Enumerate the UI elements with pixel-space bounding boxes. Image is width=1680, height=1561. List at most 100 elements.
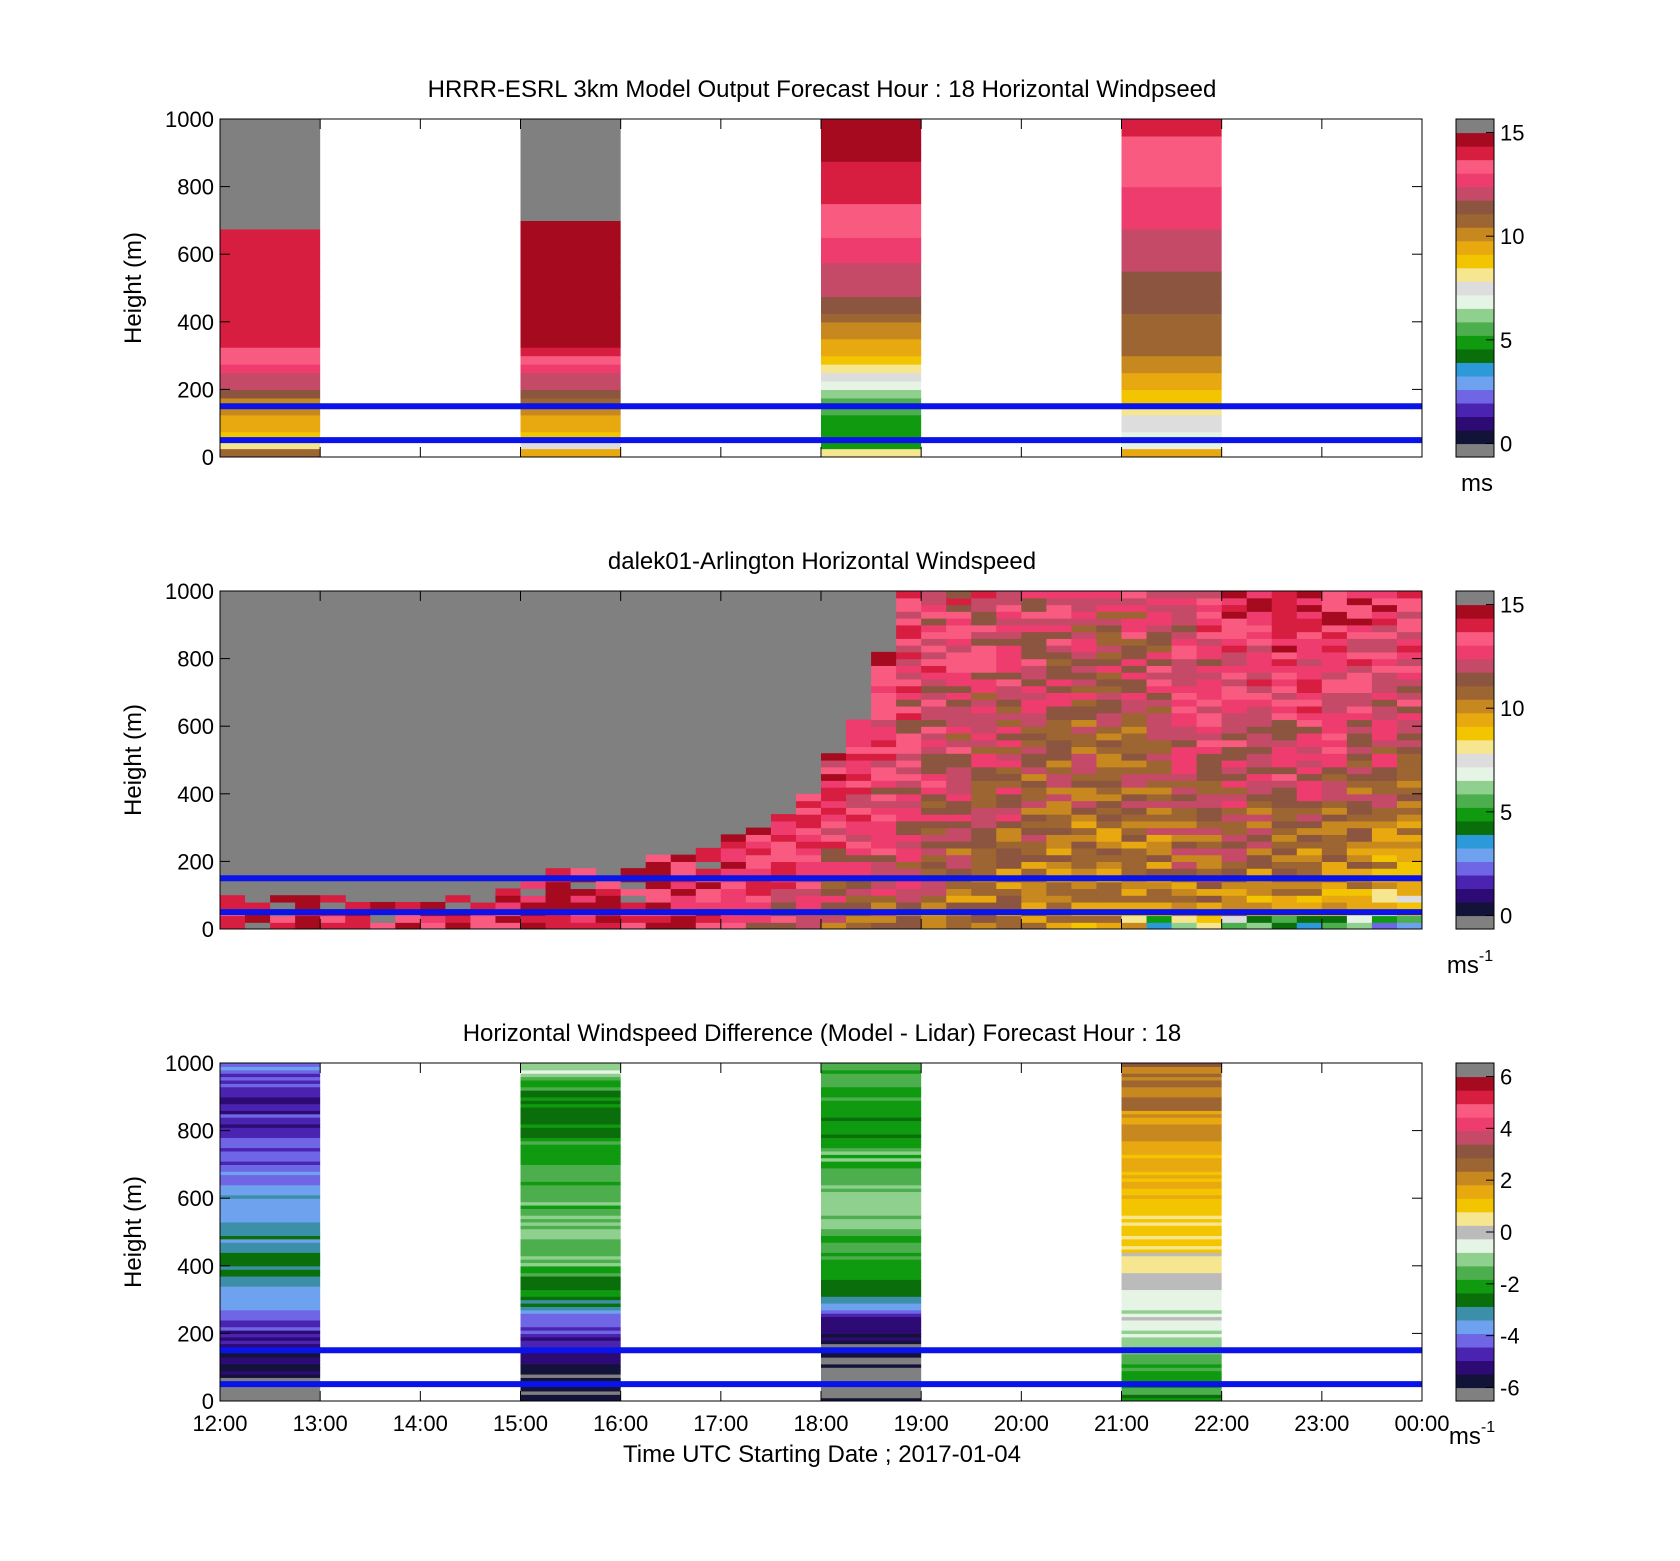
lidar-cell	[921, 591, 947, 599]
difference-cell	[1121, 1194, 1222, 1199]
difference-cell	[220, 1161, 321, 1165]
lidar-cell	[946, 793, 972, 802]
lidar-cell	[1046, 861, 1073, 869]
lidar-cell	[1321, 746, 1348, 754]
lidar-cell	[1321, 611, 1348, 619]
lidar-cell	[545, 915, 572, 923]
lidar-cell	[1396, 739, 1422, 748]
lidar-cell	[1321, 861, 1348, 869]
lidar-cell	[921, 841, 947, 849]
lidar-cell	[1196, 753, 1223, 761]
model-cell	[1121, 440, 1222, 450]
lidar-cell	[896, 841, 922, 849]
lidar-cell	[996, 611, 1022, 619]
lidar-cell	[1046, 638, 1073, 646]
lidar-cell	[1321, 678, 1348, 687]
difference-cell	[520, 1360, 621, 1365]
lidar-cell	[871, 847, 897, 856]
lidar-cell	[1171, 645, 1198, 653]
lidar-cell	[1371, 800, 1398, 808]
x-tick-label: 00:00	[1394, 1411, 1449, 1436]
lidar-cell	[1271, 773, 1298, 781]
difference-colorbar-unit-sup: -1	[1481, 1419, 1495, 1436]
lidar-cell	[871, 854, 897, 862]
lidar-cell	[1096, 726, 1123, 734]
difference-cell	[1121, 1255, 1222, 1260]
lidar-cell	[795, 807, 822, 815]
difference-cell	[1121, 1353, 1222, 1358]
lidar-cell	[1021, 753, 1047, 761]
lidar-colorbar-unit-sup: -1	[1479, 948, 1493, 965]
difference-cell	[1121, 1242, 1222, 1247]
difference-cell	[1121, 1309, 1222, 1314]
lidar-cell	[1296, 841, 1323, 849]
difference-cell	[520, 1279, 621, 1284]
difference-cell	[821, 1147, 922, 1152]
lidar-cell	[1296, 726, 1323, 734]
lidar-cell	[720, 915, 747, 923]
model-cell	[220, 414, 321, 424]
lidar-cell	[946, 618, 972, 626]
lidar-cell	[1046, 651, 1073, 660]
lidar-cell	[1021, 624, 1047, 633]
lidar-cell	[1346, 611, 1373, 619]
lidar-cell	[1346, 814, 1373, 822]
colorbar-segment	[1456, 726, 1494, 741]
lidar-cell	[1246, 746, 1273, 754]
lidar-cell	[1296, 658, 1323, 666]
colorbar-tick-label: 2	[1500, 1168, 1512, 1193]
lidar-cell	[971, 672, 997, 680]
lidar-cell	[1271, 645, 1298, 653]
lidar-cell	[1096, 631, 1123, 639]
lidar-cell	[971, 881, 997, 890]
lidar-cell	[921, 665, 947, 673]
lidar-cell	[445, 922, 472, 929]
difference-cell	[821, 1154, 922, 1159]
model-cell	[520, 152, 621, 162]
colorbar-segment	[1456, 1319, 1494, 1334]
difference-cell	[1121, 1161, 1222, 1165]
lidar-cell	[921, 861, 947, 869]
model-cell	[821, 406, 922, 416]
lidar-cell	[1071, 685, 1098, 693]
lidar-cell	[1146, 638, 1173, 646]
lidar-cell	[1221, 766, 1248, 775]
lidar-cell	[1071, 658, 1098, 666]
lidar-cell	[1171, 834, 1198, 842]
colorbar-segment	[1456, 213, 1494, 228]
lidar-cell	[595, 915, 622, 923]
model-cell	[520, 321, 621, 331]
lidar-cell	[1096, 915, 1123, 923]
difference-cell	[520, 1076, 621, 1081]
lidar-cell	[1271, 841, 1298, 849]
lidar-cell	[770, 895, 797, 903]
lidar-cell	[1096, 787, 1123, 795]
lidar-cell	[1071, 881, 1098, 890]
lidar-cell	[846, 888, 872, 896]
lidar-cell	[996, 719, 1022, 727]
model-cell	[520, 119, 621, 129]
colorbar-segment	[1456, 591, 1494, 606]
lidar-cell	[745, 841, 772, 849]
lidar-cell	[821, 773, 847, 781]
lidar-cell	[971, 800, 997, 808]
y-tick-label: 200	[177, 849, 214, 874]
colorbar-tick-label: 4	[1500, 1116, 1512, 1141]
colorbar-segment	[1456, 1360, 1494, 1375]
colorbar-segment	[1456, 658, 1494, 673]
lidar-cell	[871, 658, 897, 666]
lidar-cell	[1171, 597, 1198, 606]
difference-cell	[821, 1313, 922, 1318]
lidar-cell	[1221, 645, 1248, 653]
lidar-cell	[220, 895, 246, 903]
lidar-cell	[1096, 678, 1123, 687]
lidar-cell	[996, 678, 1022, 687]
model-cell	[520, 406, 621, 416]
colorbar-segment	[1456, 254, 1494, 269]
difference-cell	[1121, 1174, 1222, 1179]
difference-cell	[821, 1316, 922, 1321]
model-cell	[520, 423, 621, 433]
difference-cell	[1121, 1279, 1222, 1284]
lidar-cell	[846, 780, 872, 788]
difference-cell	[1121, 1373, 1222, 1378]
